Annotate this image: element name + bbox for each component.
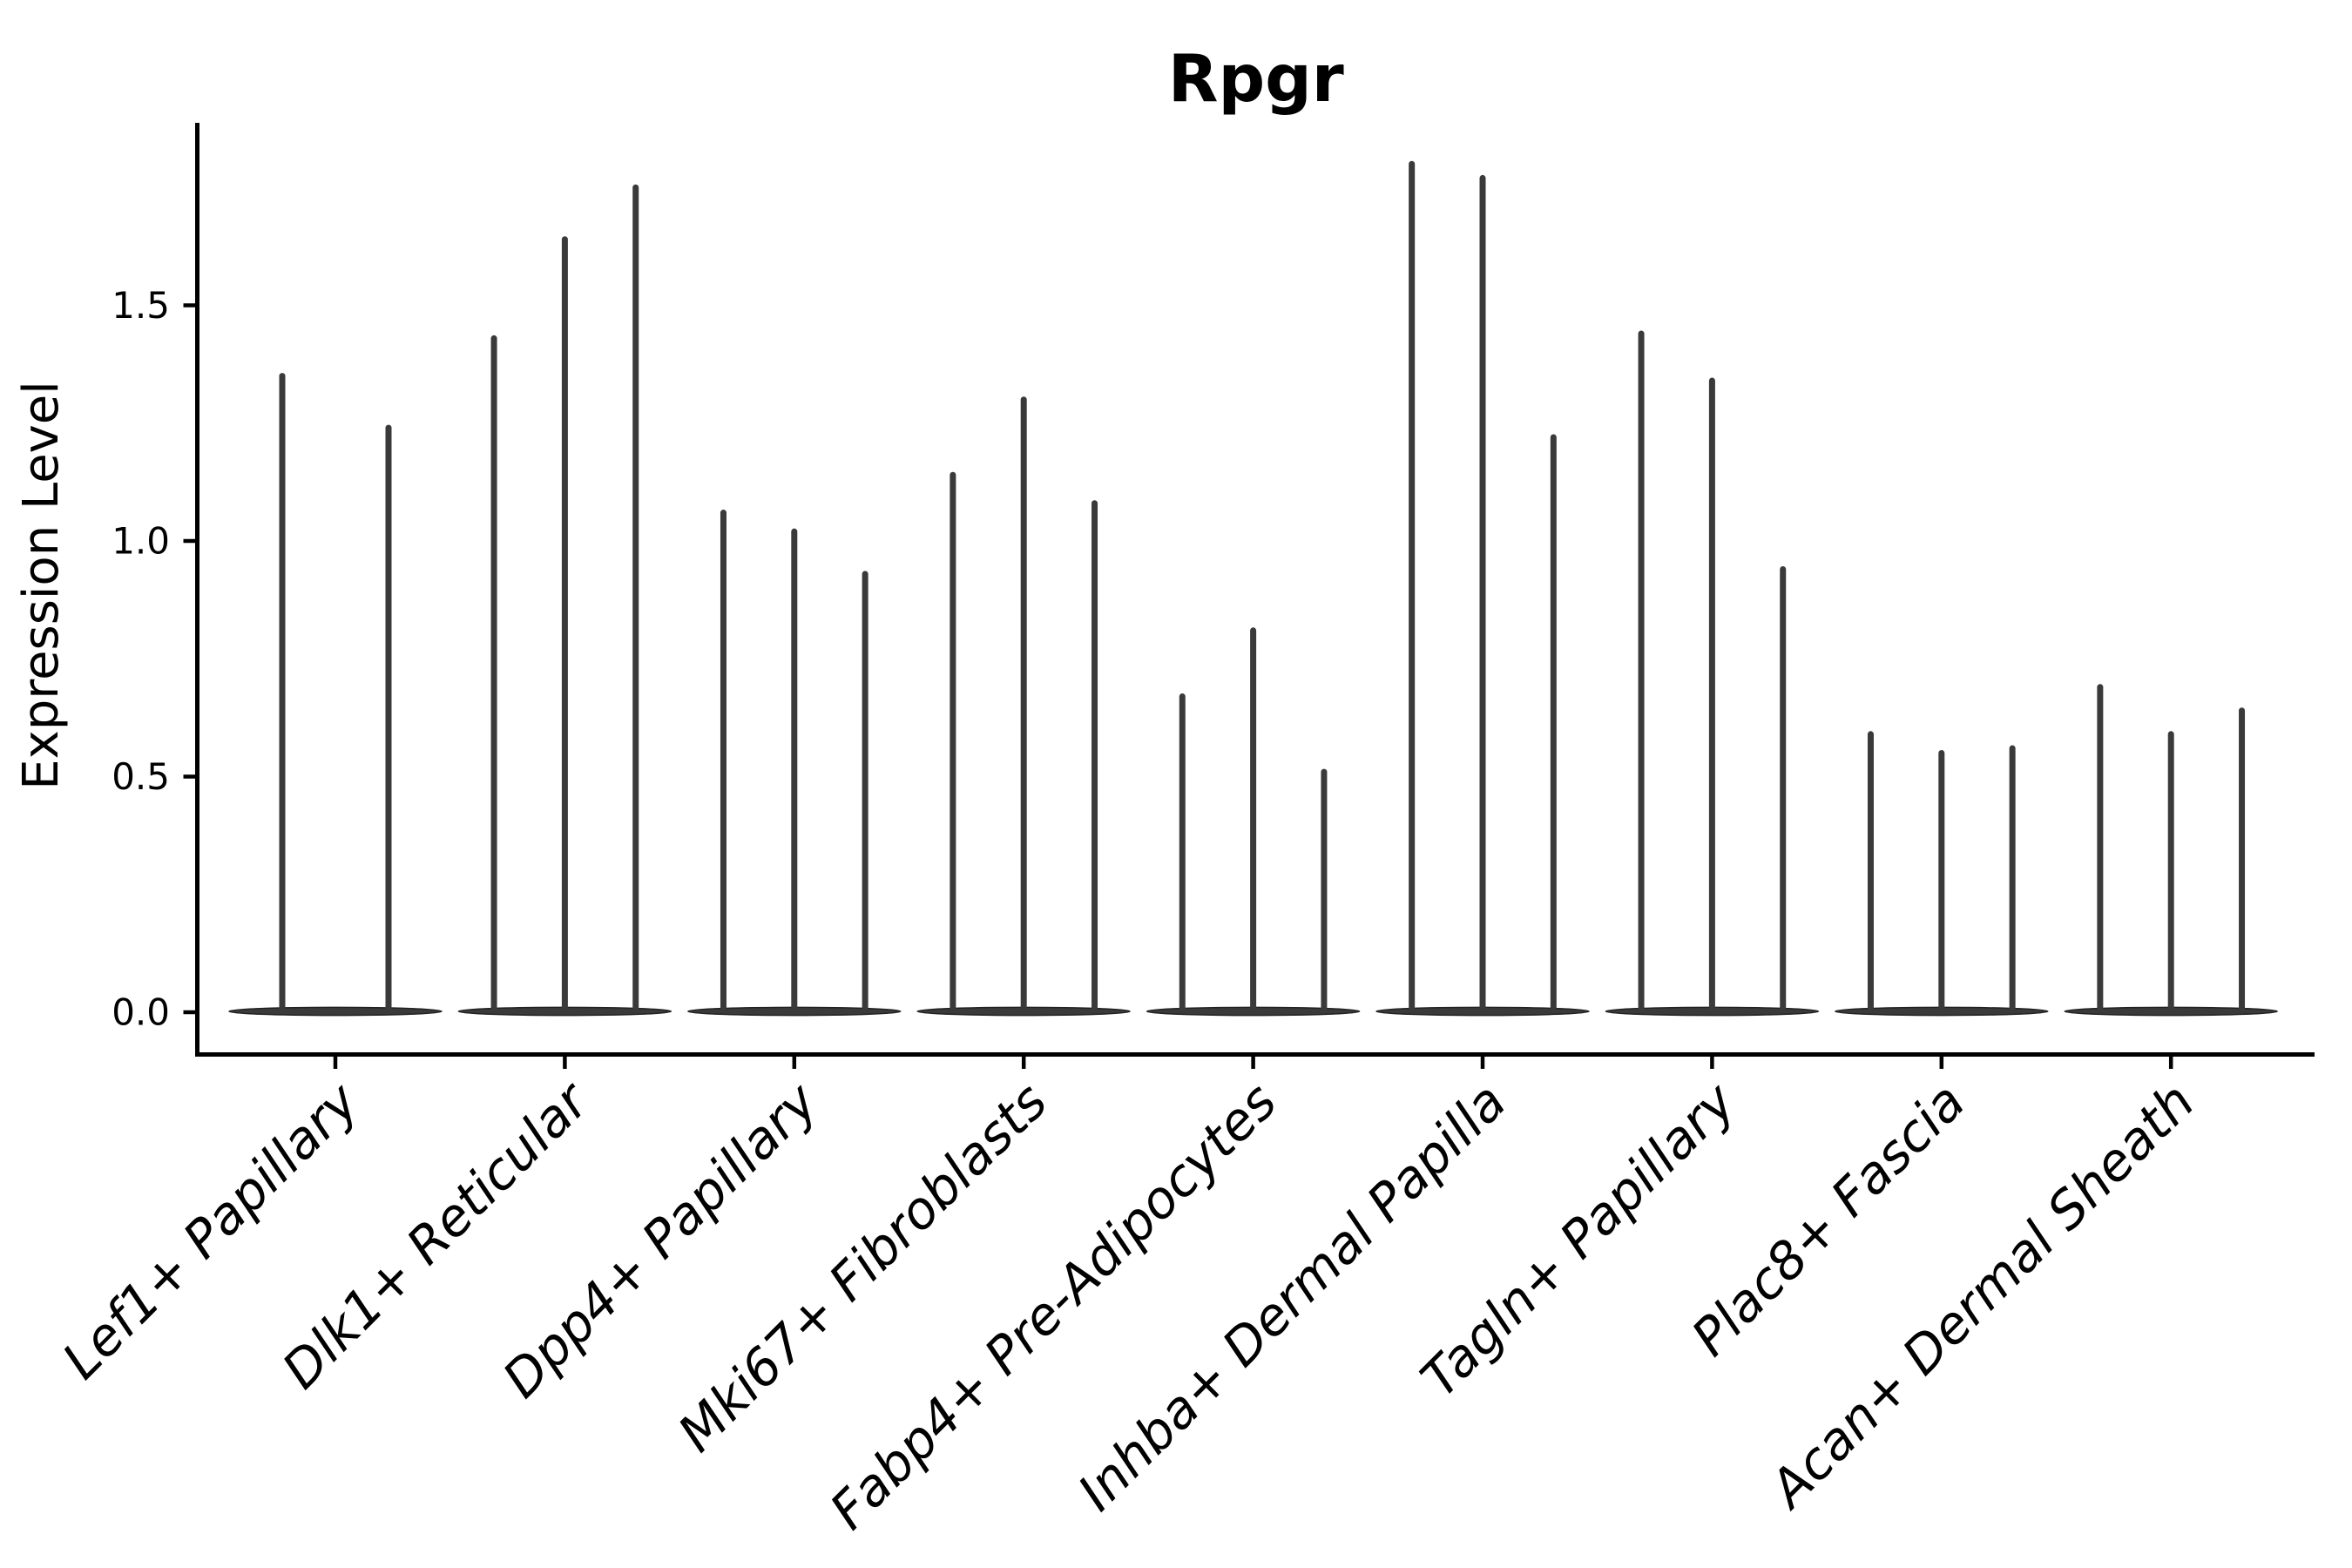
x-tick-label-8: Acan+ Dermal Sheath [1756,1071,2206,1521]
y-tick-label-1: 0.5 [112,755,170,798]
y-tick-label-0: 0.0 [112,991,170,1034]
x-tick-label-3: Mki67+ Fibroblasts [666,1071,1058,1463]
x-tick-label-5: Inhba+ Dermal Papilla [1066,1071,1517,1523]
x-tick-label-4: Fabp4+ Pre-Adipocytes [818,1071,1288,1541]
violin-base-0 [228,1006,443,1017]
y-axis-label: Expression Level [13,381,70,790]
chart-title: Rpgr [1168,40,1344,117]
y-tick-label-2: 1.0 [112,520,170,563]
y-tick-label-3: 1.5 [112,284,170,327]
